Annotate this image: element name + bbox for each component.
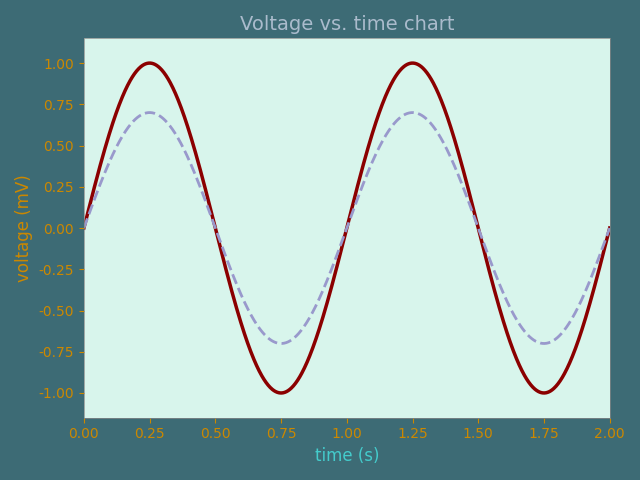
Title: Voltage vs. time chart: Voltage vs. time chart	[239, 15, 454, 34]
Y-axis label: voltage (mV): voltage (mV)	[15, 174, 33, 282]
X-axis label: time (s): time (s)	[314, 447, 379, 465]
